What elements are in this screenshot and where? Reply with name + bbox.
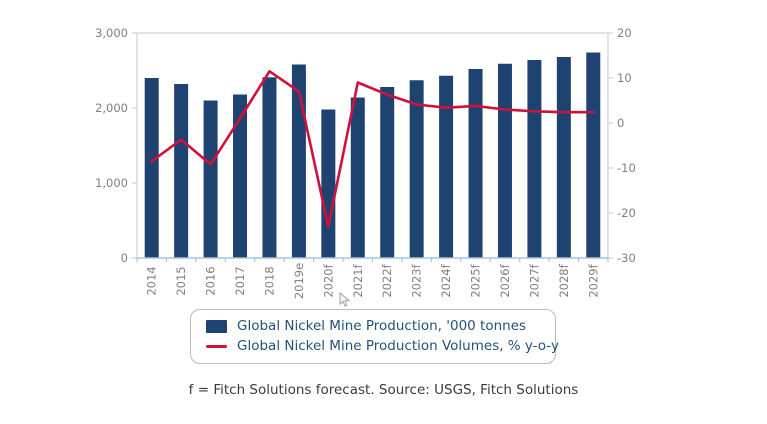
- right-axis-label: 0: [617, 116, 624, 130]
- source-note: f = Fitch Solutions forecast. Source: US…: [188, 382, 579, 398]
- bar-2020f: [321, 109, 336, 258]
- bar-2018: [262, 77, 277, 258]
- legend-label: Global Nickel Mine Production Volumes, %…: [237, 338, 559, 354]
- nickel-production-chart: 3,000 2,000 1,000 0 20 10 0 -10 -20 -30 2014 2015 20…: [95, 26, 636, 299]
- bar-2022f: [380, 87, 395, 258]
- x-axis-label-2024f: 2024f: [439, 263, 453, 297]
- x-axis-label-2018: 2018: [262, 266, 276, 295]
- bar-2026f: [497, 63, 512, 258]
- mouse-cursor-icon: [339, 292, 351, 307]
- bar-2027f: [527, 60, 542, 258]
- bar-2023f: [409, 80, 424, 258]
- bar-2029f: [586, 52, 601, 258]
- left-axis-label: 3,000: [95, 26, 128, 40]
- bar-2025f: [468, 69, 483, 258]
- right-axis-label: -30: [617, 251, 636, 265]
- x-axis-label-2014: 2014: [145, 266, 159, 295]
- bar-2015: [174, 84, 189, 258]
- left-axis-label: 0: [121, 251, 128, 265]
- yoy-line: [150, 70, 595, 228]
- bar-2021f: [350, 97, 365, 258]
- left-axis-label: 2,000: [95, 101, 128, 115]
- chart-legend: Global Nickel Mine Production, '000 tonn…: [190, 309, 559, 364]
- x-axis-label-2015: 2015: [174, 266, 188, 295]
- x-axis-label-2028f: 2028f: [557, 263, 571, 297]
- bar-2017: [233, 94, 248, 258]
- right-axis-label: -20: [617, 206, 636, 220]
- bar-2028f: [556, 57, 571, 258]
- x-axis-label-2020f: 2020f: [321, 263, 335, 297]
- x-axis-label-2027f: 2027f: [527, 263, 541, 297]
- x-axis-label-2029f: 2029f: [586, 263, 600, 297]
- legend-item-production: Global Nickel Mine Production, '000 tonn…: [206, 318, 555, 335]
- x-axis-label-2025f: 2025f: [469, 263, 483, 297]
- x-axis-label-2016: 2016: [204, 266, 218, 295]
- legend-item-volumes: Global Nickel Mine Production Volumes, %…: [206, 338, 559, 355]
- bar-2014: [144, 78, 159, 258]
- right-axis-label: 10: [617, 71, 632, 85]
- x-axis-label-2021f: 2021f: [351, 263, 365, 297]
- legend-label: Global Nickel Mine Production, '000 tonn…: [237, 318, 527, 335]
- left-axis-label: 1,000: [95, 176, 128, 190]
- x-axis-label-2023f: 2023f: [410, 263, 424, 297]
- right-axis-label: -10: [617, 161, 636, 175]
- line-swatch-icon: [206, 344, 227, 348]
- x-axis-label-2017: 2017: [233, 266, 247, 295]
- bar-2024f: [439, 75, 454, 258]
- bar-2016: [203, 100, 218, 258]
- right-axis-label: 20: [617, 26, 632, 40]
- bar-swatch-icon: [206, 320, 227, 334]
- x-axis-label-2022f: 2022f: [380, 263, 394, 297]
- x-axis-label-2019e: 2019e: [292, 263, 306, 299]
- x-axis-label-2026f: 2026f: [498, 263, 512, 297]
